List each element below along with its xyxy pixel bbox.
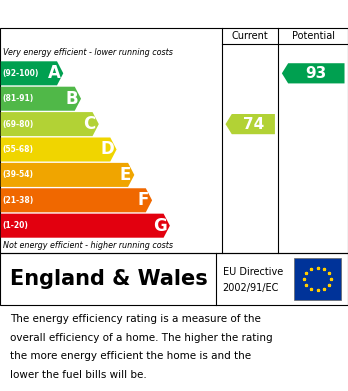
Polygon shape <box>1 213 170 238</box>
Polygon shape <box>226 114 275 134</box>
Polygon shape <box>1 87 81 111</box>
Text: overall efficiency of a home. The higher the rating: overall efficiency of a home. The higher… <box>10 332 273 343</box>
Text: G: G <box>153 217 167 235</box>
Text: D: D <box>100 140 114 158</box>
Text: E: E <box>119 166 130 184</box>
Text: (21-38): (21-38) <box>3 196 34 205</box>
Polygon shape <box>1 112 99 136</box>
Polygon shape <box>1 61 63 85</box>
Polygon shape <box>282 63 345 83</box>
Text: Current: Current <box>232 31 269 41</box>
Text: 2002/91/EC: 2002/91/EC <box>223 283 279 293</box>
Text: Energy Efficiency Rating: Energy Efficiency Rating <box>63 7 285 22</box>
Text: England & Wales: England & Wales <box>10 269 208 289</box>
Polygon shape <box>1 138 117 161</box>
Text: A: A <box>47 65 60 83</box>
Text: C: C <box>83 115 96 133</box>
Polygon shape <box>1 163 134 187</box>
Text: F: F <box>137 191 148 209</box>
Text: EU Directive: EU Directive <box>223 267 283 277</box>
Text: 74: 74 <box>243 117 264 132</box>
Text: the more energy efficient the home is and the: the more energy efficient the home is an… <box>10 352 252 361</box>
Text: (92-100): (92-100) <box>3 69 39 78</box>
Text: (55-68): (55-68) <box>3 145 34 154</box>
Text: The energy efficiency rating is a measure of the: The energy efficiency rating is a measur… <box>10 314 261 324</box>
Text: (81-91): (81-91) <box>3 94 34 103</box>
Text: (1-20): (1-20) <box>3 221 29 230</box>
Text: lower the fuel bills will be.: lower the fuel bills will be. <box>10 370 147 380</box>
Text: Not energy efficient - higher running costs: Not energy efficient - higher running co… <box>3 241 174 250</box>
Text: Potential: Potential <box>292 31 335 41</box>
Text: (69-80): (69-80) <box>3 120 34 129</box>
Text: (39-54): (39-54) <box>3 170 34 179</box>
Bar <box>294 258 341 300</box>
Text: 93: 93 <box>306 66 327 81</box>
Text: B: B <box>65 90 78 108</box>
Polygon shape <box>1 188 152 212</box>
Text: Very energy efficient - lower running costs: Very energy efficient - lower running co… <box>3 48 173 57</box>
